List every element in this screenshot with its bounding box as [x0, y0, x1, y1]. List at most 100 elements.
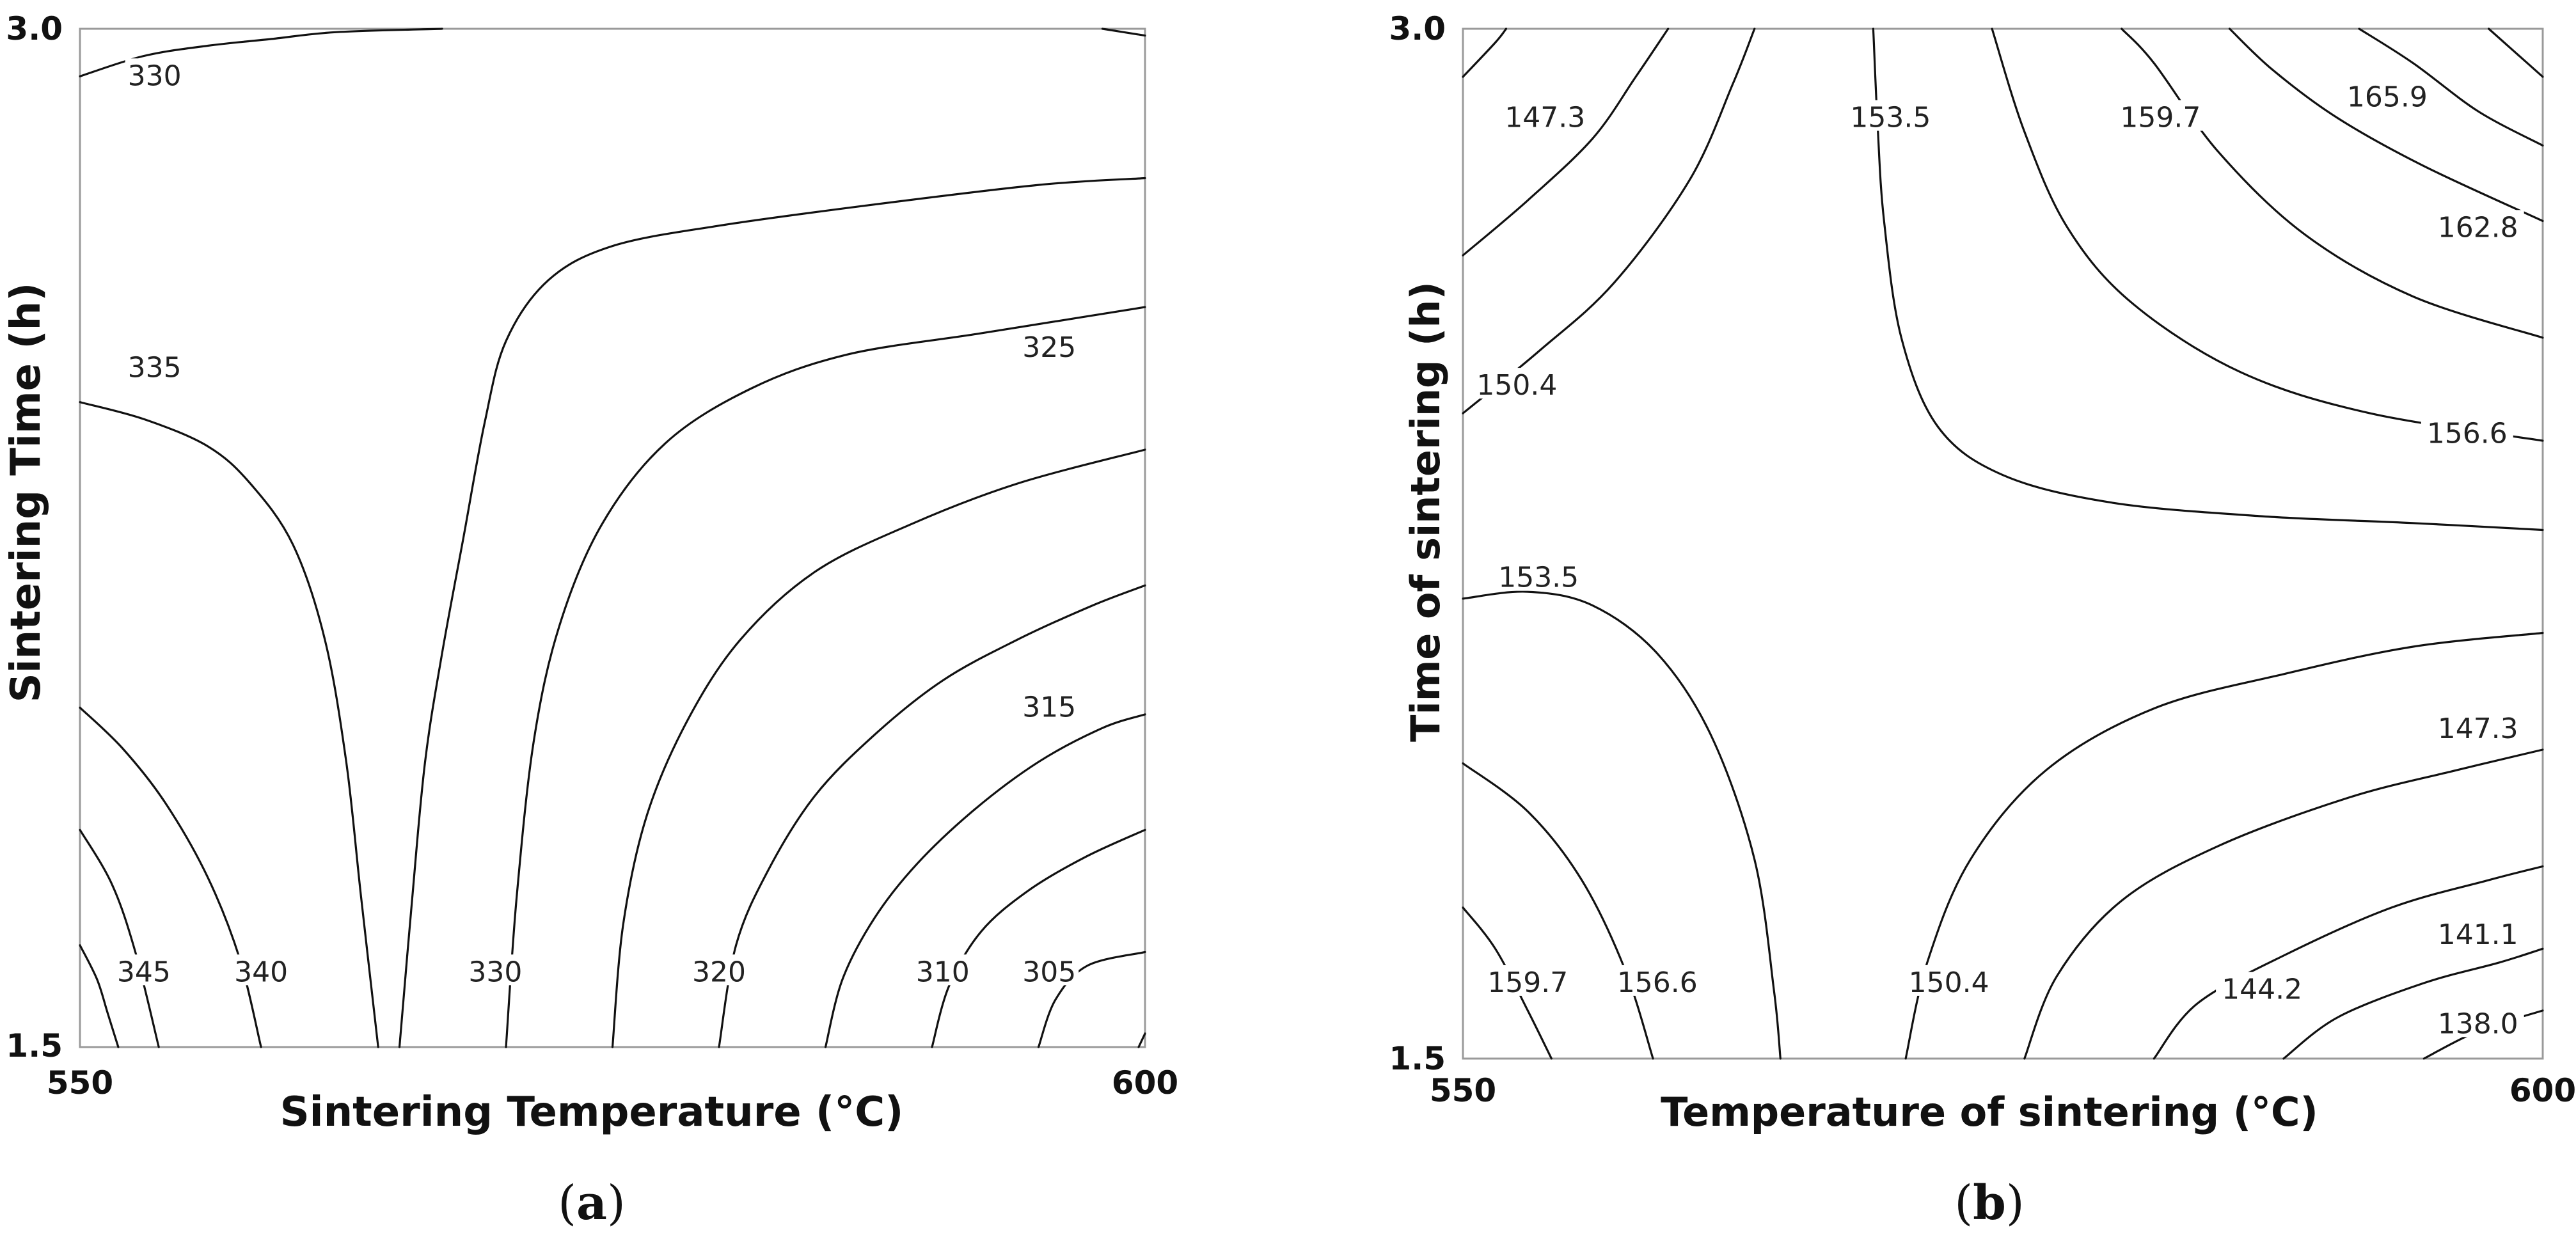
- panel-b-contour-line-8: [2488, 28, 2544, 78]
- panel-a-contour-label-bg-6: [466, 954, 525, 986]
- panel-b-contour-line-7: [2358, 28, 2544, 147]
- panel-b-contour-line-5: [2121, 28, 2544, 339]
- panel-a-contour-label-9: 305: [1022, 956, 1076, 988]
- panel-a-contour-label-2: 325: [1022, 331, 1076, 364]
- panel-a-contour-label-8: 310: [916, 956, 970, 988]
- panel-a-contour-labels: 330 335 325 315 345 340 330 320 310 305: [114, 58, 1079, 988]
- panel-b-contour-label-2: 159.7: [2120, 102, 2201, 134]
- panel-b-contour-label-0: 147.3: [1505, 102, 1585, 134]
- panel-a-contour-label-3: 315: [1022, 691, 1076, 723]
- panel-a-y-tick-bottom: 1.5: [6, 1027, 63, 1064]
- panel-b-contour-label-bg-3: [2341, 79, 2433, 111]
- panel-b-contour-line-10: [1462, 762, 1654, 1060]
- panel-b-contour-label-bg-4: [2431, 210, 2524, 241]
- panel-b-y-tick-top: 3.0: [1389, 10, 1446, 47]
- panel-b-contour-label-11: 156.6: [1617, 966, 1698, 999]
- panel-a-contour-line-3: [1101, 28, 1146, 37]
- panel-a-contour-line-5: [611, 448, 1146, 1048]
- panel-a-contour-line-10: [1137, 1032, 1146, 1048]
- panel-b-contour-label-3: 165.9: [2347, 81, 2428, 113]
- panel-a-y-axis-title: Sintering Time (h): [3, 283, 50, 703]
- panel-b-contour-label-bg-13: [2216, 972, 2309, 1003]
- panel-a-contour-line-2: [398, 177, 1146, 1048]
- panel-b-contour-label-bg-2: [2114, 100, 2207, 131]
- panel-b-contour-label-bg-1: [1844, 100, 1937, 131]
- panel-a-contour-label-6: 330: [468, 956, 522, 988]
- panel-b-contour-label-bg-11: [1611, 965, 1703, 996]
- panel-a-contour-plot: 330 335 325 315 345 340 330 320 310 305 3.0 1.5 5…: [3, 10, 1178, 1231]
- panel-b-contour-line-3: [1872, 28, 2544, 532]
- panel-b-contour-line-0: [1462, 28, 1508, 78]
- panel-b-contour-line-14: [2153, 865, 2544, 1060]
- panel-b-x-axis-title: Temperature of sintering (°C): [1661, 1089, 2318, 1135]
- panel-b-x-tick-left: 550: [1430, 1072, 1496, 1109]
- panel-a-contour-line-6: [718, 584, 1146, 1048]
- panel-a-contour-line-7: [824, 713, 1146, 1048]
- panel-b-contour-line-13: [2023, 748, 2544, 1060]
- panel-b-contour-label-8: 147.3: [2438, 713, 2518, 745]
- panel-b-contour-line-9: [1462, 590, 1782, 1060]
- panel-b-plot-frame: [1462, 28, 2544, 1060]
- panel-a-contour-line-0: [79, 28, 443, 77]
- panel-b-contour-label-bg-6: [2421, 416, 2513, 447]
- panel-b-contour-label-10: 159.7: [1487, 966, 1568, 999]
- panel-b-contour-labels: 147.3 153.5 159.7 165.9 162.8 150.4 156.6 153.5…: [1471, 79, 2524, 1040]
- panel-b-contour-label-bg-5: [1471, 368, 1563, 399]
- panel-b-contour-plot: 147.3 153.5 159.7 165.9 162.8 150.4 156.6 153.5…: [1389, 10, 2576, 1231]
- panel-a-contour-label-bg-3: [1020, 690, 1079, 721]
- panel-a-contour-line-1: [79, 401, 379, 1048]
- panel-b-contour-label-14: 138.0: [2438, 1007, 2518, 1040]
- panel-b-contour-label-bg-14: [2431, 1006, 2524, 1037]
- panel-b-contour-label-13: 144.2: [2222, 974, 2302, 1006]
- panel-b-y-tick-bottom: 1.5: [1389, 1040, 1446, 1077]
- panel-a-contour-label-1: 335: [128, 352, 182, 384]
- panel-b-caption: (b): [1954, 1176, 2025, 1231]
- panel-b-contour-label-7: 153.5: [1498, 562, 1579, 594]
- panel-a-x-axis-title: Sintering Temperature (°C): [280, 1089, 904, 1136]
- panel-b-contour-label-bg-10: [1482, 965, 1574, 996]
- panel-a-contour-label-bg-2: [1020, 329, 1079, 361]
- panel-b-caption-letter: b: [1973, 1176, 2006, 1231]
- panel-a-contour-label-bg-0: [125, 58, 184, 90]
- panel-b-contour-label-12: 150.4: [1909, 966, 1989, 999]
- panel-a-caption: (a): [558, 1176, 626, 1231]
- panel-b-contour-line-2: [1462, 28, 1756, 414]
- panel-a-y-tick-top: 3.0: [6, 10, 63, 47]
- panel-b-contour-label-5: 150.4: [1476, 369, 1557, 402]
- panel-a-x-tick-left: 550: [47, 1064, 113, 1101]
- panel-a-contour-line-4: [505, 306, 1146, 1048]
- panel-a-contour-label-0: 330: [128, 59, 182, 92]
- panel-a-contour-line-12: [79, 828, 160, 1048]
- panel-b-contour-line-4: [1991, 28, 2544, 442]
- panel-b-contour-line-12: [1904, 631, 2544, 1060]
- panel-a-contour-label-bg-1: [125, 350, 184, 381]
- panel-b-x-tick-right: 600: [2509, 1072, 2576, 1109]
- panel-a-contour-lines: [79, 28, 1146, 1048]
- panel-b-contour-label-4: 162.8: [2438, 211, 2518, 244]
- panel-a-contour-label-bg-4: [114, 954, 173, 986]
- panel-a-contour-label-bg-8: [913, 954, 972, 986]
- panel-a-contour-label-4: 345: [117, 956, 171, 988]
- panel-b-contour-line-1: [1462, 28, 1670, 256]
- panel-a-caption-letter: a: [576, 1176, 607, 1231]
- panel-b-contour-line-15: [2282, 947, 2544, 1060]
- panel-b-contour-label-1: 153.5: [1850, 102, 1931, 134]
- panel-b-contour-lines: [1462, 28, 2544, 1060]
- panel-b-contour-label-bg-7: [1492, 560, 1585, 591]
- panel-b-contour-label-bg-0: [1499, 100, 1592, 131]
- panel-b-contour-label-bg-12: [1902, 965, 1995, 996]
- panel-b-contour-label-bg-9: [2431, 917, 2524, 948]
- panel-a-contour-label-bg-9: [1020, 954, 1079, 986]
- panel-a-plot-frame: [79, 28, 1146, 1048]
- panel-a-contour-label-bg-7: [690, 954, 748, 986]
- panel-a-x-tick-right: 600: [1112, 1064, 1178, 1101]
- panel-a-contour-label-7: 320: [692, 956, 746, 988]
- panel-a-contour-label-5: 340: [234, 956, 288, 988]
- panel-a-contour-line-8: [931, 828, 1146, 1048]
- panel-a-contour-label-bg-5: [232, 954, 291, 986]
- panel-a-contour-line-11: [79, 706, 262, 1048]
- panel-b-y-axis-title: Time of sintering (h): [1402, 281, 1449, 742]
- panel-b-contour-line-6: [2228, 28, 2544, 223]
- panel-b-contour-label-9: 141.1: [2438, 919, 2518, 951]
